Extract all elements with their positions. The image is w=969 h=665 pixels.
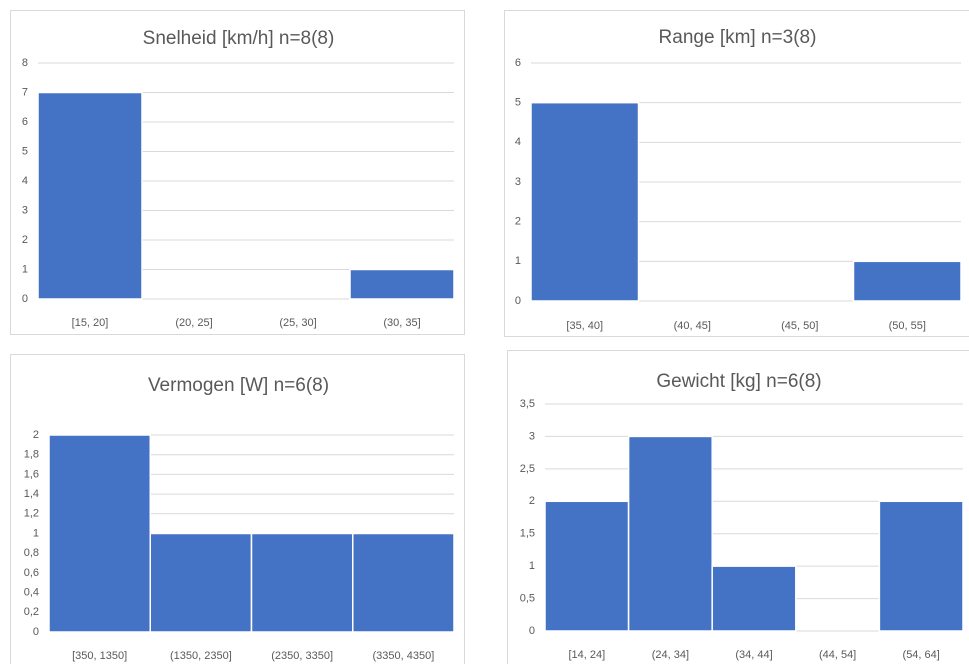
bar <box>854 261 962 301</box>
y-tick-label: 3 <box>529 430 535 442</box>
y-tick-label: 1 <box>529 560 535 572</box>
y-tick-label: 1 <box>22 263 28 275</box>
bar <box>531 103 639 301</box>
bar <box>712 566 796 631</box>
chart-title: Range [km] n=3(8) <box>659 27 817 48</box>
y-tick-label: 0,6 <box>24 567 39 579</box>
bar <box>38 93 142 300</box>
x-tick-label: (45, 50] <box>781 320 818 332</box>
x-tick-label: [15, 20] <box>72 317 109 329</box>
x-tick-label: (50, 55] <box>889 320 926 332</box>
bar <box>252 534 353 633</box>
y-tick-label: 4 <box>22 175 28 187</box>
y-tick-label: 0 <box>22 293 28 305</box>
chart-range: Range [km] n=3(8) 0 1 2 3 4 5 6 [35, 40] (40, 45]… <box>504 10 969 337</box>
y-tick-label: 5 <box>515 97 521 109</box>
chart-svg: Vermogen [W] n=6(8) 0 0,2 0,4 0,6 0,8 1 1,2 1,4 1… <box>11 355 466 665</box>
x-tick-label: (2350, 3350] <box>271 650 333 662</box>
y-tick-label: 1 <box>33 527 39 539</box>
y-tick-label: 1,2 <box>24 508 39 520</box>
x-tick-label: [35, 40] <box>566 320 603 332</box>
chart-vermogen: Vermogen [W] n=6(8) 0 0,2 0,4 0,6 0,8 1 1,2 1,4 1… <box>10 354 465 664</box>
y-tick-label: 3 <box>22 204 28 216</box>
y-tick-label: 0 <box>33 626 39 638</box>
chart-snelheid: Snelheid [km/h] n=8(8) 0 1 2 3 4 5 6 7 8 [15, 20] (… <box>10 10 465 335</box>
chart-svg: Gewicht [kg] n=6(8) 0 0,5 1 1,5 2 2,5 3 3,5 [14, … <box>508 351 969 665</box>
y-tick-label: 1,8 <box>24 449 39 461</box>
chart-title: Snelheid [km/h] n=8(8) <box>143 28 335 49</box>
x-tick-label: (20, 25] <box>175 317 212 329</box>
x-tick-label: (1350, 2350] <box>170 650 232 662</box>
y-tick-label: 2 <box>529 495 535 507</box>
x-tick-label: (34, 44] <box>735 649 772 661</box>
y-tick-label: 0,4 <box>24 587 39 599</box>
y-tick-label: 7 <box>22 86 28 98</box>
x-tick-label: (3350, 4350] <box>372 650 434 662</box>
y-tick-label: 5 <box>22 145 28 157</box>
x-tick-label: (44, 54] <box>819 649 856 661</box>
x-tick-label: [350, 1350] <box>72 650 127 662</box>
x-tick-label: (54, 64] <box>903 649 940 661</box>
y-tick-label: 1,5 <box>520 528 535 540</box>
y-tick-label: 2,5 <box>520 463 535 475</box>
bar <box>545 501 629 631</box>
y-tick-label: 1,4 <box>24 488 39 500</box>
y-tick-label: 3 <box>515 176 521 188</box>
y-tick-label: 0 <box>515 295 521 307</box>
x-tick-label: (40, 45] <box>674 320 711 332</box>
y-tick-label: 3,5 <box>520 398 535 410</box>
y-tick-label: 0,5 <box>520 592 535 604</box>
x-tick-label: [14, 24] <box>568 649 605 661</box>
y-tick-label: 4 <box>515 136 521 148</box>
chart-gewicht: Gewicht [kg] n=6(8) 0 0,5 1 1,5 2 2,5 3 3,5 [14, … <box>507 350 969 664</box>
y-tick-label: 6 <box>22 116 28 128</box>
y-tick-label: 0,2 <box>24 606 39 618</box>
y-tick-label: 1,6 <box>24 468 39 480</box>
y-tick-label: 1 <box>515 255 521 267</box>
y-tick-label: 2 <box>33 429 39 441</box>
chart-title: Gewicht [kg] n=6(8) <box>656 371 821 392</box>
bar <box>49 435 150 632</box>
bar <box>879 501 963 631</box>
bar <box>350 270 454 300</box>
bar <box>150 534 251 633</box>
y-tick-label: 0 <box>529 625 535 637</box>
x-tick-label: (25, 30] <box>279 317 316 329</box>
y-tick-label: 6 <box>515 57 521 69</box>
x-tick-label: (30, 35] <box>383 317 420 329</box>
y-tick-label: 2 <box>515 216 521 228</box>
y-tick-label: 0,8 <box>24 547 39 559</box>
chart-svg: Range [km] n=3(8) 0 1 2 3 4 5 6 [35, 40] (40, 45]… <box>505 11 969 338</box>
y-tick-label: 8 <box>22 57 28 69</box>
bar <box>629 436 713 631</box>
x-tick-label: (24, 34] <box>652 649 689 661</box>
bar <box>353 534 454 633</box>
y-tick-label: 2 <box>22 234 28 246</box>
chart-title: Vermogen [W] n=6(8) <box>148 375 329 396</box>
chart-svg: Snelheid [km/h] n=8(8) 0 1 2 3 4 5 6 7 8 [15, 20] (… <box>11 11 466 336</box>
